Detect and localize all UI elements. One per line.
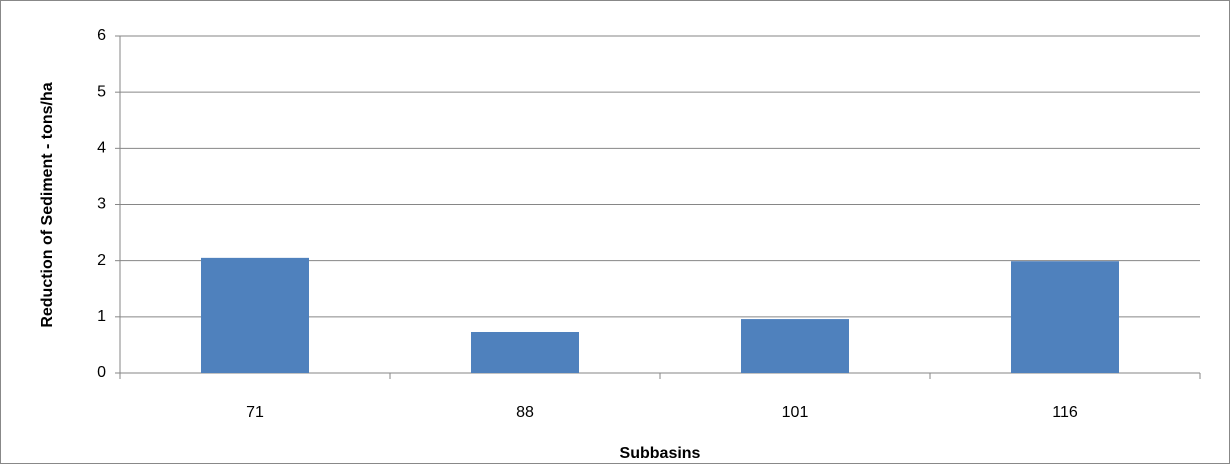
y-axis-label: Reduction of Sediment - tons/ha (39, 82, 56, 327)
y-tick-label: 4 (97, 140, 106, 157)
y-tick-label: 6 (97, 27, 106, 44)
x-tick-label: 116 (1052, 404, 1078, 421)
x-tick-label: 101 (782, 404, 809, 421)
x-tick-label: 88 (516, 404, 534, 421)
x-axis-label: Subbasins (620, 445, 701, 462)
bar (471, 331, 579, 373)
bar (201, 257, 309, 373)
y-tick-label: 5 (97, 83, 106, 100)
bar (1011, 261, 1119, 373)
y-tick-label: 2 (97, 252, 106, 269)
y-tick-label: 3 (97, 196, 106, 213)
y-tick-label: 0 (97, 364, 106, 381)
y-tick-label: 1 (97, 308, 106, 325)
x-tick-label: 71 (246, 404, 264, 421)
bar (741, 319, 849, 373)
